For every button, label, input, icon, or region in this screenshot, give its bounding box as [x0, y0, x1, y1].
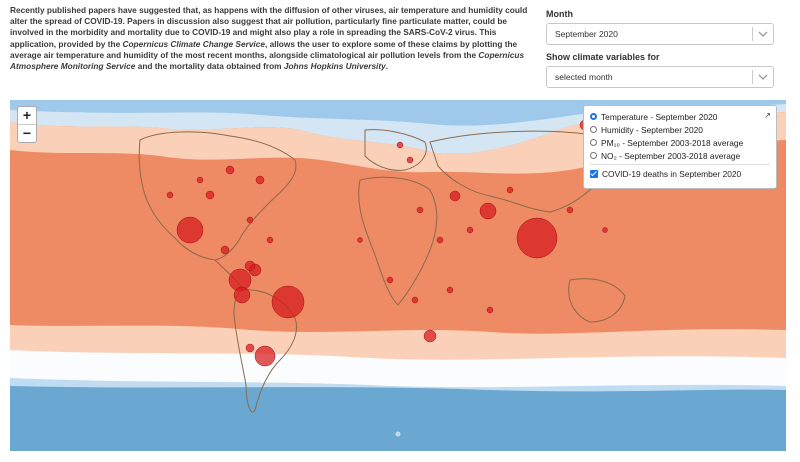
intro-text: Recently published papers have suggested…: [10, 5, 528, 72]
month-label: Month: [546, 9, 573, 19]
antarctic-deep-zone: [10, 386, 786, 451]
climate-select-value: selected month: [555, 72, 613, 82]
death-marker: [411, 296, 419, 304]
select-separator: [752, 27, 753, 41]
layer-control: ↗ Temperature - September 2020 Humidity …: [583, 105, 777, 189]
radio-icon[interactable]: [590, 152, 597, 159]
radio-icon[interactable]: [590, 139, 597, 146]
layer-label: Temperature - September 2020: [601, 111, 718, 122]
month-select-value: September 2020: [555, 29, 618, 39]
south-temperate-zone: [10, 325, 786, 362]
zoom-out-button[interactable]: −: [18, 124, 36, 142]
link-cams: Copernicus Atmosphere Monitoring Service: [10, 49, 525, 72]
death-marker: [357, 237, 363, 243]
death-marker: [225, 165, 235, 175]
death-marker: [406, 156, 414, 164]
death-marker: [396, 141, 404, 149]
death-marker: [244, 260, 256, 272]
map-point: [395, 431, 401, 437]
link-c3s: Copernicus Climate Change Service: [122, 38, 265, 49]
death-marker: [254, 345, 276, 367]
chevron-down-icon: [758, 31, 768, 37]
radio-icon[interactable]: [590, 113, 597, 120]
death-marker: [566, 206, 574, 214]
select-separator: [752, 70, 753, 84]
chevron-down-icon: [758, 74, 768, 80]
covid-deaths-layer[interactable]: [166, 119, 608, 367]
death-marker: [176, 216, 204, 244]
asia-coast: [429, 130, 612, 213]
month-select[interactable]: September 2020: [546, 23, 774, 45]
death-marker: [246, 216, 254, 224]
death-marker: [506, 186, 514, 194]
death-marker: [486, 306, 494, 314]
europe-coast: [364, 129, 427, 171]
overlay-covid-deaths[interactable]: COVID-19 deaths in September 2020: [590, 167, 770, 180]
death-marker: [423, 329, 437, 343]
layer-label: NO₂ - September 2003-2018 average: [601, 150, 741, 161]
layer-humidity[interactable]: Humidity - September 2020: [590, 123, 770, 136]
death-marker: [436, 236, 444, 244]
south-america-coast: [233, 289, 297, 413]
death-marker: [516, 217, 558, 259]
death-marker: [271, 285, 305, 319]
death-marker: [466, 226, 474, 234]
death-marker: [245, 343, 255, 353]
death-marker: [416, 206, 424, 214]
layer-label: PM₁₀ - September 2003-2018 average: [601, 137, 744, 148]
layer-label: Humidity - September 2020: [601, 124, 703, 135]
link-jhu: Johns Hopkins University: [283, 61, 386, 72]
layer-pm10[interactable]: PM₁₀ - September 2003-2018 average: [590, 136, 770, 149]
climate-label: Show climate variables for: [546, 52, 660, 62]
overlay-label: COVID-19 deaths in September 2020: [602, 168, 742, 179]
layer-temperature[interactable]: Temperature - September 2020: [590, 110, 770, 123]
death-marker: [266, 236, 274, 244]
death-marker: [446, 286, 454, 294]
layer-no2[interactable]: NO₂ - September 2003-2018 average: [590, 149, 770, 162]
climate-map[interactable]: [10, 100, 786, 451]
death-marker: [196, 176, 204, 184]
layer-divider: [590, 164, 770, 165]
death-marker: [449, 190, 461, 202]
climate-period-select[interactable]: selected month: [546, 66, 774, 88]
collapse-arrow-icon[interactable]: ↗: [764, 111, 771, 120]
death-marker: [255, 175, 265, 185]
death-marker: [602, 227, 608, 233]
death-marker: [233, 286, 251, 304]
coastlines: [138, 129, 626, 413]
zoom-control: + −: [17, 106, 37, 143]
death-marker: [479, 202, 497, 220]
australia-coast: [568, 278, 626, 323]
death-marker: [205, 190, 215, 200]
death-marker: [220, 245, 230, 255]
death-marker: [166, 191, 174, 199]
death-marker: [386, 276, 394, 284]
north-america-coast: [138, 131, 297, 261]
radio-icon[interactable]: [590, 126, 597, 133]
africa-coast: [358, 176, 438, 306]
checkbox-icon[interactable]: [590, 169, 598, 178]
zoom-in-button[interactable]: +: [22, 107, 32, 123]
